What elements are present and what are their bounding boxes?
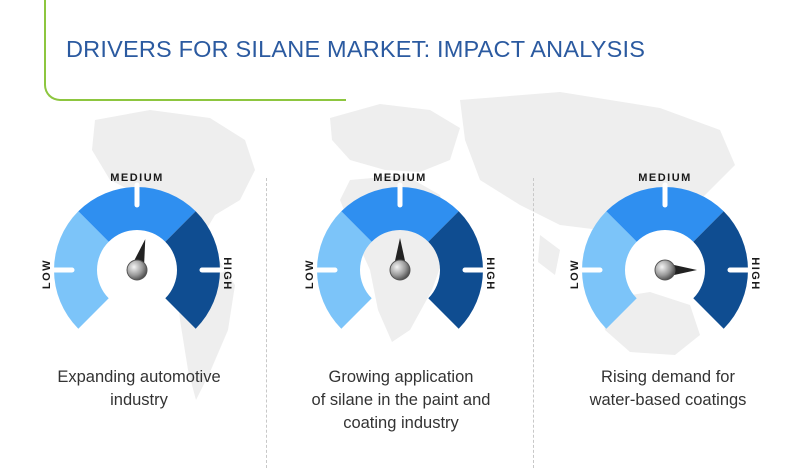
caption-line: Expanding automotive bbox=[57, 368, 221, 386]
gauge-medium-segment bbox=[341, 187, 459, 242]
gauge-high-label: HIGH bbox=[749, 257, 761, 291]
gauge-high-segment bbox=[428, 211, 483, 329]
gauge-high-label: HIGH bbox=[484, 257, 496, 291]
gauge-low-label: LOW bbox=[304, 258, 316, 290]
gauge-medium-label: MEDIUM bbox=[373, 172, 427, 184]
impact-gauge: MEDIUM LOW HIGH bbox=[565, 170, 765, 345]
gauge-dial bbox=[49, 182, 225, 329]
column-divider bbox=[533, 178, 534, 468]
gauge-hub bbox=[389, 259, 411, 281]
column-divider bbox=[266, 178, 267, 468]
caption-line: of silane in the paint and bbox=[311, 391, 491, 409]
caption-line: Rising demand for bbox=[601, 368, 735, 386]
gauge-hub bbox=[126, 259, 148, 281]
gauge-low-label: LOW bbox=[41, 258, 53, 290]
gauge-medium-segment bbox=[606, 187, 724, 242]
gauge-hub bbox=[654, 259, 676, 281]
gauge-medium-label: MEDIUM bbox=[638, 172, 692, 184]
caption-line: industry bbox=[110, 391, 168, 409]
caption-line: coating industry bbox=[343, 414, 459, 432]
gauge-medium-label: MEDIUM bbox=[110, 172, 164, 184]
driver-caption: Expanding automotive industry bbox=[19, 366, 259, 412]
gauge-dial bbox=[577, 182, 753, 329]
page-title: DRIVERS FOR SILANE MARKET: IMPACT ANALYS… bbox=[66, 36, 646, 62]
driver-caption: Rising demand for water-based coatings bbox=[548, 366, 788, 412]
gauge-low-label: LOW bbox=[569, 258, 581, 290]
caption-line: Growing application bbox=[328, 368, 474, 386]
driver-caption: Growing application of silane in the pai… bbox=[281, 366, 521, 435]
caption-line: water-based coatings bbox=[589, 391, 747, 409]
gauge-high-segment bbox=[693, 211, 748, 329]
impact-gauge: MEDIUM LOW HIGH bbox=[37, 170, 237, 345]
impact-gauge: MEDIUM LOW HIGH bbox=[300, 170, 500, 345]
gauge-low-segment bbox=[317, 211, 372, 329]
gauge-medium-segment bbox=[78, 187, 196, 242]
gauge-dial bbox=[312, 182, 488, 329]
gauge-high-label: HIGH bbox=[221, 257, 233, 291]
gauge-low-segment bbox=[582, 211, 637, 329]
gauge-low-segment bbox=[54, 211, 109, 329]
title-accent-frame bbox=[44, 0, 346, 101]
gauge-high-segment bbox=[165, 211, 221, 329]
